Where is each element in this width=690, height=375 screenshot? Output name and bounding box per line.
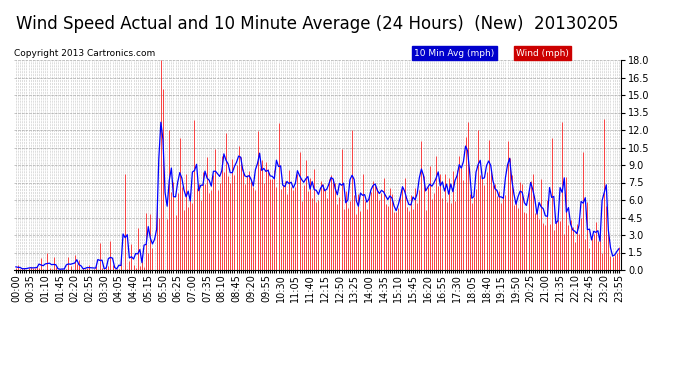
Text: 10 Min Avg (mph): 10 Min Avg (mph) [414,49,494,58]
Text: Copyright 2013 Cartronics.com: Copyright 2013 Cartronics.com [14,49,155,58]
Text: Wind (mph): Wind (mph) [516,49,569,58]
Text: Wind Speed Actual and 10 Minute Average (24 Hours)  (New)  20130205: Wind Speed Actual and 10 Minute Average … [16,15,619,33]
